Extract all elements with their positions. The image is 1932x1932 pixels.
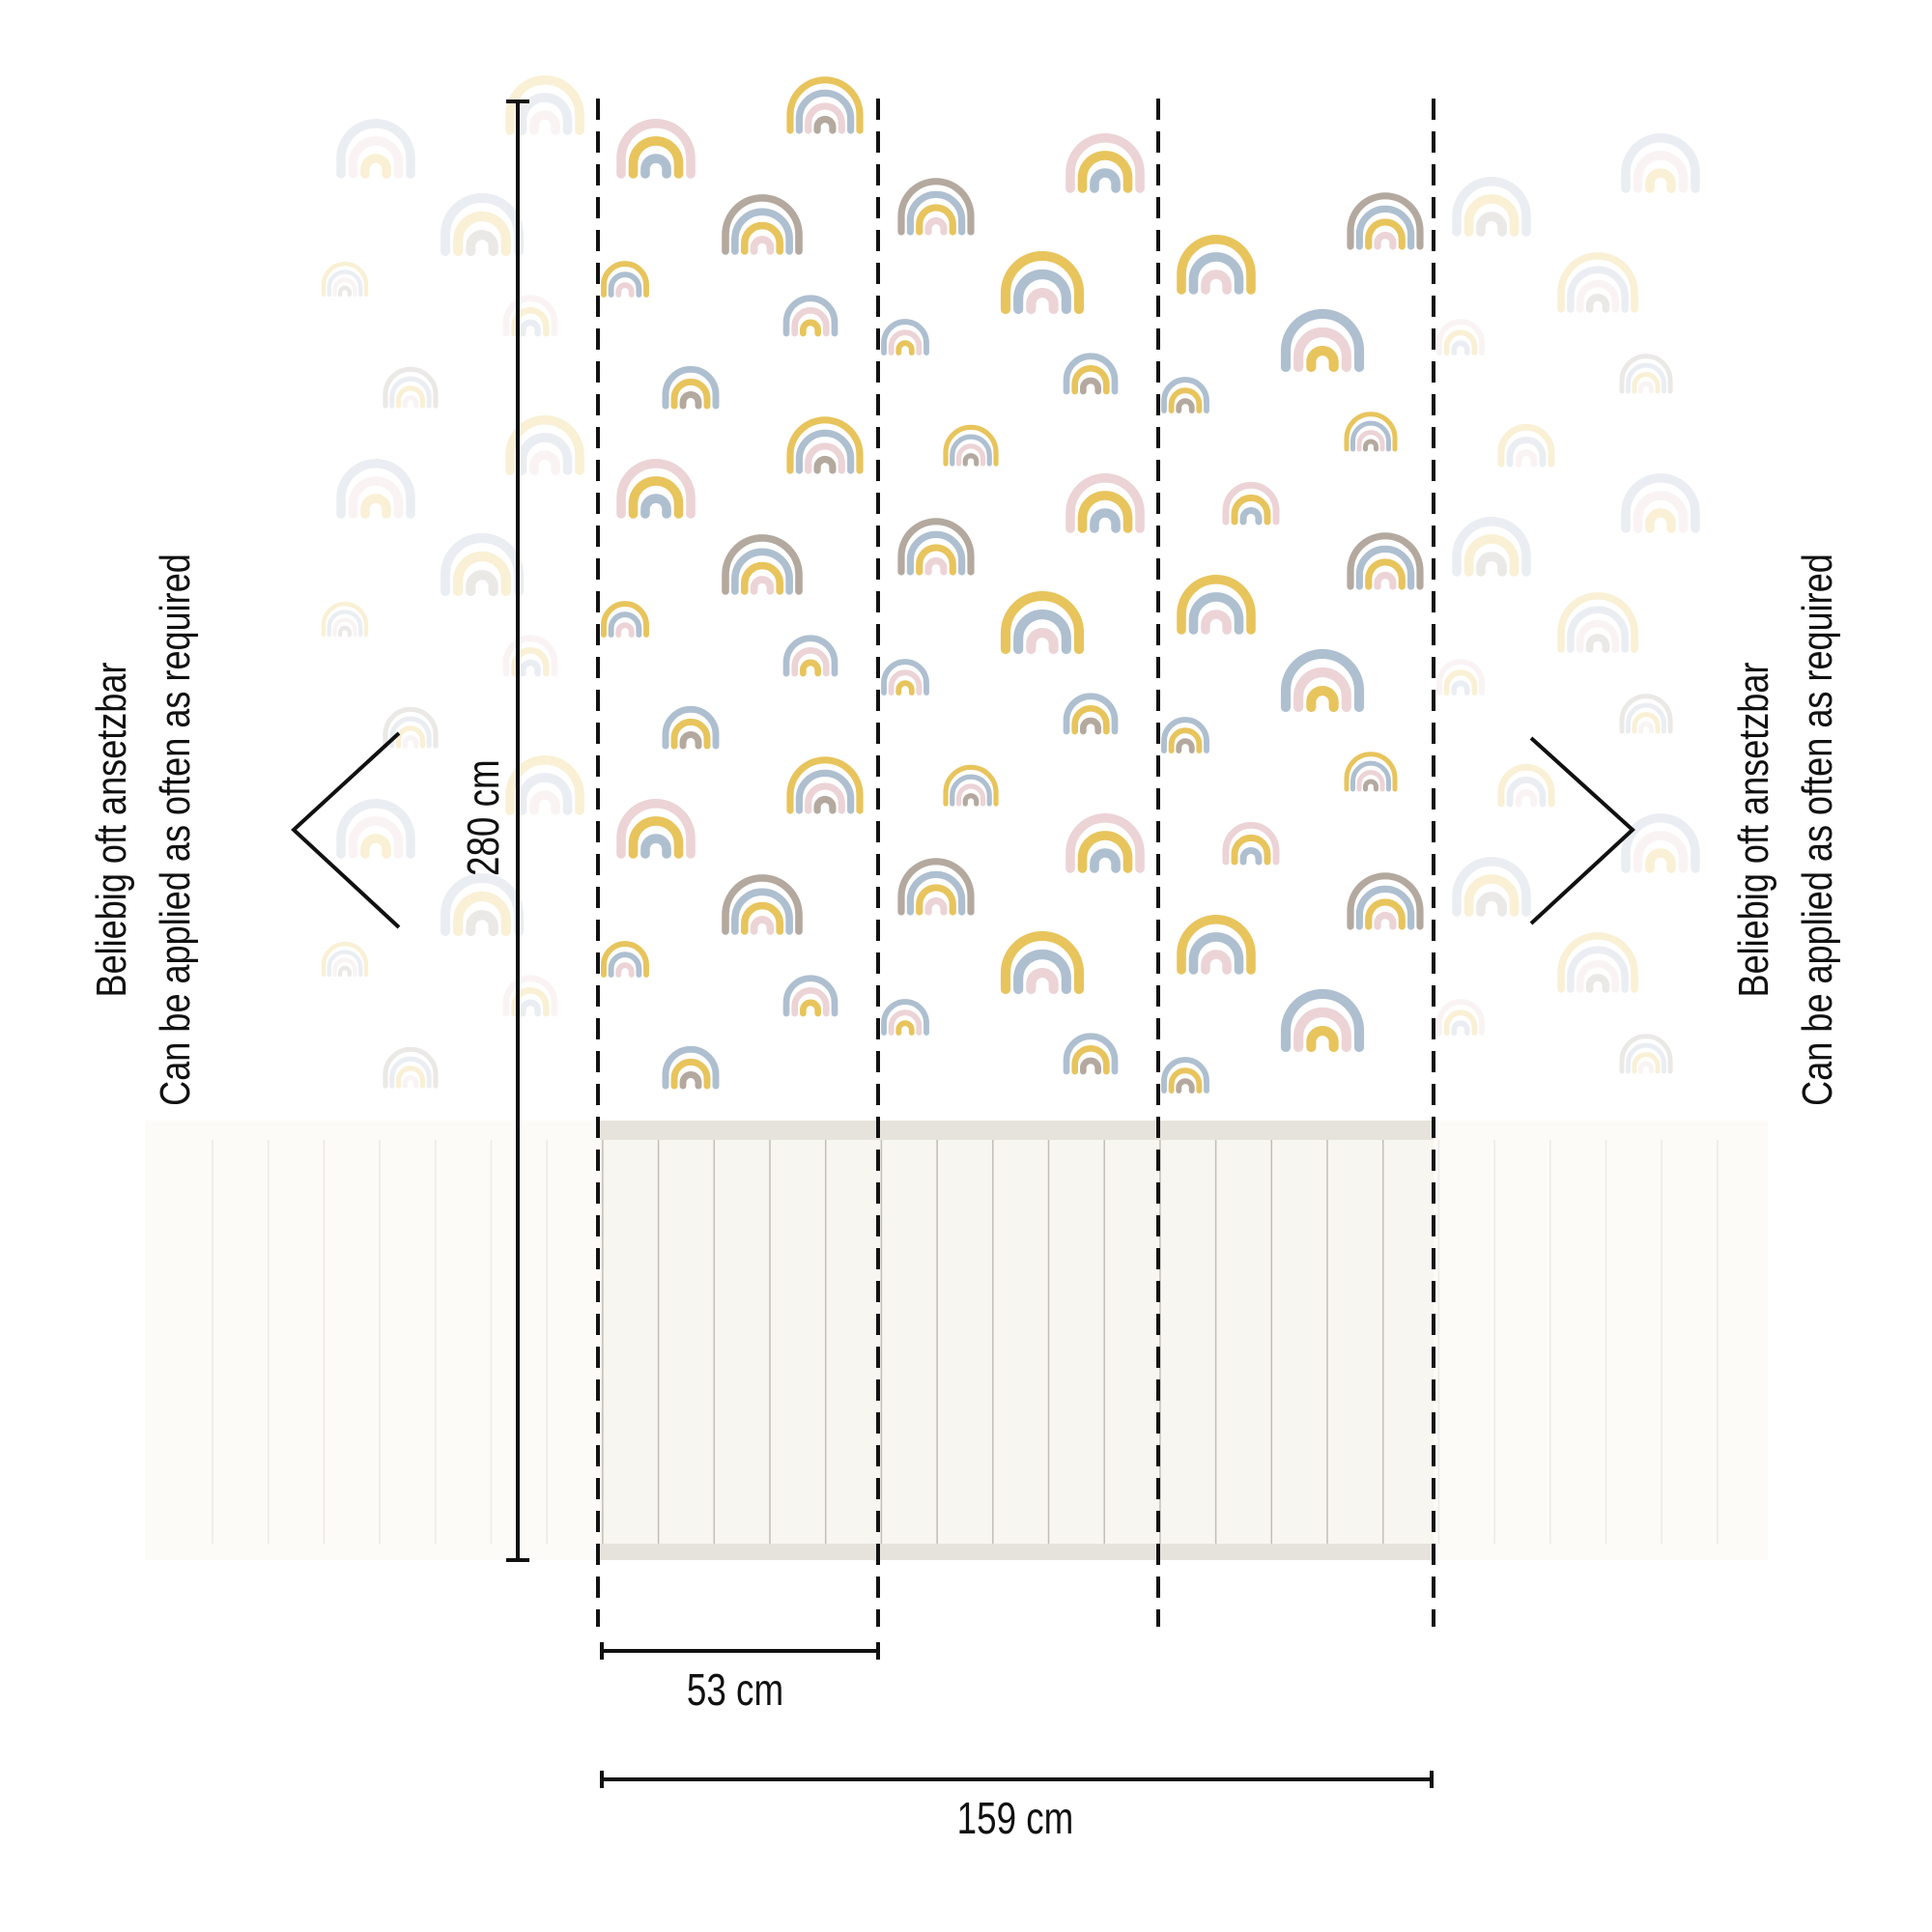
right-note-en: Can be applied as often as required <box>1794 554 1841 1106</box>
rainbow-icon <box>1621 813 1700 873</box>
rainbow-icon <box>1280 648 1365 713</box>
rainbow-icon <box>943 424 999 467</box>
chevron-left-icon <box>291 731 401 929</box>
rainbow-icon <box>662 705 720 750</box>
rainbow-icon <box>897 178 975 236</box>
wood-panelling <box>145 1121 1768 1560</box>
rainbow-icon <box>1557 252 1638 313</box>
right-repeat-note: Beliebig oft ansetzbar Can be applied as… <box>1722 545 1850 1115</box>
rainbow-icon <box>897 858 975 916</box>
rainbow-icon <box>1347 532 1424 590</box>
rainbow-icon <box>1222 821 1280 866</box>
rainbow-icon <box>881 999 929 1036</box>
rainbow-icon <box>601 261 649 298</box>
left-repeat-note: Beliebig oft ansetzbar Can be applied as… <box>80 545 208 1115</box>
rainbow-icon <box>897 518 975 576</box>
rainbow-icon <box>782 975 838 1017</box>
rainbow-icon <box>943 764 999 807</box>
rainbow-icon <box>505 755 584 815</box>
rainbow-icon <box>1177 915 1256 975</box>
rainbow-icon <box>1280 988 1365 1053</box>
rainbow-icon <box>1619 1034 1673 1074</box>
rainbow-icon <box>336 119 415 179</box>
rainbow-icon <box>1347 872 1424 930</box>
rainbow-icon <box>1436 659 1485 696</box>
rainbow-icon <box>1065 133 1145 193</box>
rainbow-icon <box>383 706 439 749</box>
rainbow-icon <box>336 799 415 859</box>
left-note-en: Can be applied as often as required <box>152 554 199 1106</box>
rainbow-icon <box>1161 377 1209 413</box>
rainbow-icon <box>1161 717 1209 753</box>
rainbow-icon <box>616 119 696 179</box>
rainbow-icon <box>1557 592 1638 653</box>
rainbow-icon <box>1177 575 1256 635</box>
rainbow-icon <box>1344 752 1398 792</box>
rainbow-icon <box>1619 694 1673 734</box>
rainbow-icon <box>383 1046 439 1089</box>
rainbow-icon <box>502 975 558 1017</box>
rainbow-icon <box>502 295 558 337</box>
right-note-de: Beliebig oft ansetzbar <box>1730 662 1777 998</box>
rainbow-icon <box>782 635 838 677</box>
rainbow-icon <box>1063 1033 1119 1075</box>
rainbow-icon <box>722 194 803 255</box>
rainbow-icon <box>1452 857 1531 917</box>
rainbow-icon <box>1161 1057 1209 1094</box>
rainbow-icon <box>1000 590 1085 655</box>
rainbow-icon <box>321 261 369 298</box>
rainbow-icon <box>321 601 369 638</box>
rainbow-icon <box>1619 354 1673 394</box>
rainbow-icon <box>722 534 803 595</box>
left-note-de: Beliebig oft ansetzbar <box>88 662 135 998</box>
rainbow-icon <box>1436 319 1485 355</box>
rainbow-icon <box>1000 250 1085 315</box>
rainbow-icon <box>662 365 720 410</box>
chevron-right-icon <box>1529 736 1635 925</box>
rainbow-icon <box>881 319 929 355</box>
rainbow-icon <box>1177 235 1256 295</box>
rainbow-icon <box>782 295 838 337</box>
rainbow-icon <box>786 416 864 474</box>
total-width-label: 159 cm <box>956 1793 1074 1843</box>
rainbow-icon <box>1452 517 1531 577</box>
rainbow-icon <box>502 635 558 677</box>
rainbow-icon <box>601 601 649 638</box>
rainbow-icon <box>1621 473 1700 533</box>
rainbow-icon <box>383 366 439 409</box>
rainbow-icon <box>1557 932 1638 993</box>
rainbow-icon <box>1497 763 1555 808</box>
rainbow-icon <box>1452 177 1531 237</box>
rainbow-icon <box>601 941 649 978</box>
rainbow-icon <box>321 941 369 978</box>
rainbow-icon <box>1280 308 1365 373</box>
rainbow-icon <box>786 756 864 814</box>
rainbow-icon <box>505 415 584 475</box>
rainbow-icon <box>1436 999 1485 1036</box>
height-label: 280 cm <box>458 759 508 876</box>
rainbow-icon <box>616 799 696 859</box>
rainbow-icon <box>1000 930 1085 995</box>
rainbow-icon <box>1063 693 1119 735</box>
rainbow-icon <box>616 459 696 519</box>
rainbow-icon <box>1497 423 1555 468</box>
rainbow-icon <box>1063 353 1119 395</box>
rainbow-icon <box>336 459 415 519</box>
rainbow-icon <box>1347 192 1424 250</box>
rainbow-icon <box>1065 473 1145 533</box>
rainbow-icon <box>1621 133 1700 193</box>
rainbow-icon <box>881 659 929 696</box>
rainbow-icon <box>1065 813 1145 873</box>
rainbow-icon <box>786 76 864 134</box>
rainbow-icon <box>1344 412 1398 452</box>
rainbow-icon <box>1222 481 1280 526</box>
rainbow-icon <box>662 1045 720 1090</box>
rainbow-icon <box>722 874 803 935</box>
strip-width-label: 53 cm <box>686 1664 784 1715</box>
